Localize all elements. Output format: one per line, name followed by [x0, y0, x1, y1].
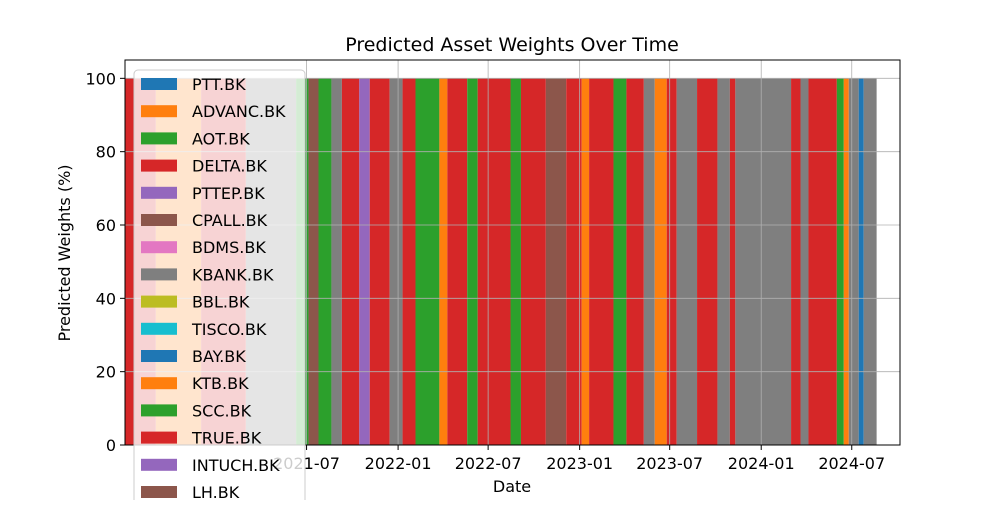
area-band-delta-bk [341, 78, 360, 445]
area-band-kbank-bk [331, 78, 342, 445]
area-band-kbank-bk [717, 78, 730, 445]
legend-swatch-ptt-bk [141, 78, 177, 90]
legend-box [133, 69, 306, 505]
area-band-delta-bk [589, 78, 614, 445]
legend-label-advanc-bk: ADVANC.BK [192, 102, 286, 121]
area-band-aot-bk [415, 78, 440, 445]
legend-swatch-bdms-bk [141, 241, 177, 254]
area-band-delta-bk [447, 78, 468, 445]
area-band-delta-bk [729, 78, 736, 445]
legend-swatch-advanc-bk [141, 105, 177, 118]
legend-label-intuch-bk: INTUCH.BK [192, 456, 280, 475]
area-band-kbank-bk [863, 78, 877, 445]
area-band-kbank-bk [389, 78, 403, 445]
legend-swatch-tisco-bk [141, 322, 177, 335]
legend-swatch-scc-bk [141, 404, 177, 417]
legend-swatch-kbank-bk [141, 268, 177, 281]
x-tick-label: 2024-07 [818, 454, 885, 473]
area-band-delta-bk [626, 78, 644, 445]
legend-label-kbank-bk: KBANK.BK [192, 265, 274, 284]
legend-swatch-true-bk [141, 431, 177, 444]
x-tick-label: 2022-01 [365, 454, 432, 473]
area-band-delta-bk [520, 78, 546, 445]
legend-swatch-pttep-bk [141, 186, 177, 199]
legend-swatch-ktb-bk [141, 377, 177, 390]
area-band-ktb-bk [843, 78, 849, 445]
legend-label-ptt-bk: PTT.BK [192, 75, 246, 94]
x-tick-label: 2024-01 [728, 454, 795, 473]
legend-swatch-bay-bk [141, 350, 177, 362]
area-band-cpall-bk [545, 78, 567, 445]
area-band-aot-bk [836, 78, 844, 445]
area-band-kbank-bk [676, 78, 698, 445]
legend-label-scc-bk: SCC.BK [192, 401, 252, 420]
legend-label-ktb-bk: KTB.BK [192, 374, 249, 393]
area-band-aot-bk [613, 78, 627, 445]
area-band-aot-bk [467, 78, 478, 445]
plot-frame [124, 59, 901, 446]
y-tick-label: 40 [96, 289, 116, 308]
x-tick-label: 2023-01 [546, 454, 613, 473]
area-band-delta-bk [666, 78, 677, 445]
area-band-delta-bk [402, 78, 416, 445]
chart-title: Predicted Asset Weights Over Time [345, 34, 679, 56]
area-band-delta-bk [369, 78, 390, 445]
legend-label-true-bk: TRUE.BK [191, 429, 262, 448]
y-tick-label: 0 [106, 436, 116, 455]
legend-label-pttep-bk: PTTEP.BK [192, 184, 265, 203]
legend-label-cpall-bk: CPALL.BK [192, 211, 268, 230]
area-band-ktb-bk [581, 78, 590, 445]
area-band-ktb-bk [654, 78, 667, 445]
area-band-kbank-bk [848, 78, 859, 445]
area-band-kbank-bk [800, 78, 809, 445]
x-tick-label: 2022-07 [455, 454, 522, 473]
legend-swatch-bbl-bk [141, 295, 177, 308]
y-tick-label: 20 [96, 363, 116, 382]
y-axis-title: Predicted Weights (%) [55, 164, 74, 341]
legend-swatch-aot-bk [141, 132, 177, 145]
area-band-pttep-bk [359, 78, 370, 445]
area-band-delta-bk [697, 78, 718, 445]
legend-swatch-lh-bk [141, 486, 177, 498]
x-axis-ticks: 2021-07 2022-01 2022-07 2023-01 2023-07 2024-… [273, 445, 885, 473]
y-tick-label: 60 [96, 216, 116, 235]
legend-swatch-delta-bk [141, 159, 177, 172]
legend-label-delta-bk: DELTA.BK [192, 157, 267, 176]
area-band-aot-bk [510, 78, 521, 445]
legend-label-bdms-bk: BDMS.BK [192, 238, 266, 257]
area-band-kbank-bk [643, 78, 655, 445]
y-tick-label: 80 [96, 143, 116, 162]
legend-label-tisco-bk: TISCO.BK [191, 320, 267, 339]
area-band-delta-bk [808, 78, 837, 445]
area-band-bay-bk [858, 78, 864, 445]
legend-swatch-intuch-bk [141, 458, 177, 471]
legend-swatch-cpall-bk [141, 214, 177, 226]
area-band-ktb-bk [439, 78, 448, 445]
legend-label-bay-bk: BAY.BK [192, 347, 246, 366]
y-tick-label: 100 [85, 69, 116, 88]
legend-label-aot-bk: AOT.BK [192, 129, 250, 148]
legend: PTT.BK ADVANC.BK AOT.BK DELTA.BK PTTEP.BK CPA… [133, 69, 306, 505]
x-tick-label: 2023-07 [636, 454, 703, 473]
area-band-kbank-bk [735, 78, 792, 445]
area-band-delta-bk [791, 78, 801, 445]
area-band-aot-bk [318, 78, 332, 445]
area-band-cpall-bk [308, 78, 319, 445]
area-band-delta-bk [477, 78, 511, 445]
legend-label-lh-bk: LH.BK [192, 483, 240, 500]
area-band-delta-bk [566, 78, 582, 445]
y-axis-ticks: 0 20 40 60 80 100 [85, 69, 125, 455]
legend-label-bbl-bk: BBL.BK [192, 293, 250, 312]
x-axis-title: Date [493, 477, 531, 496]
